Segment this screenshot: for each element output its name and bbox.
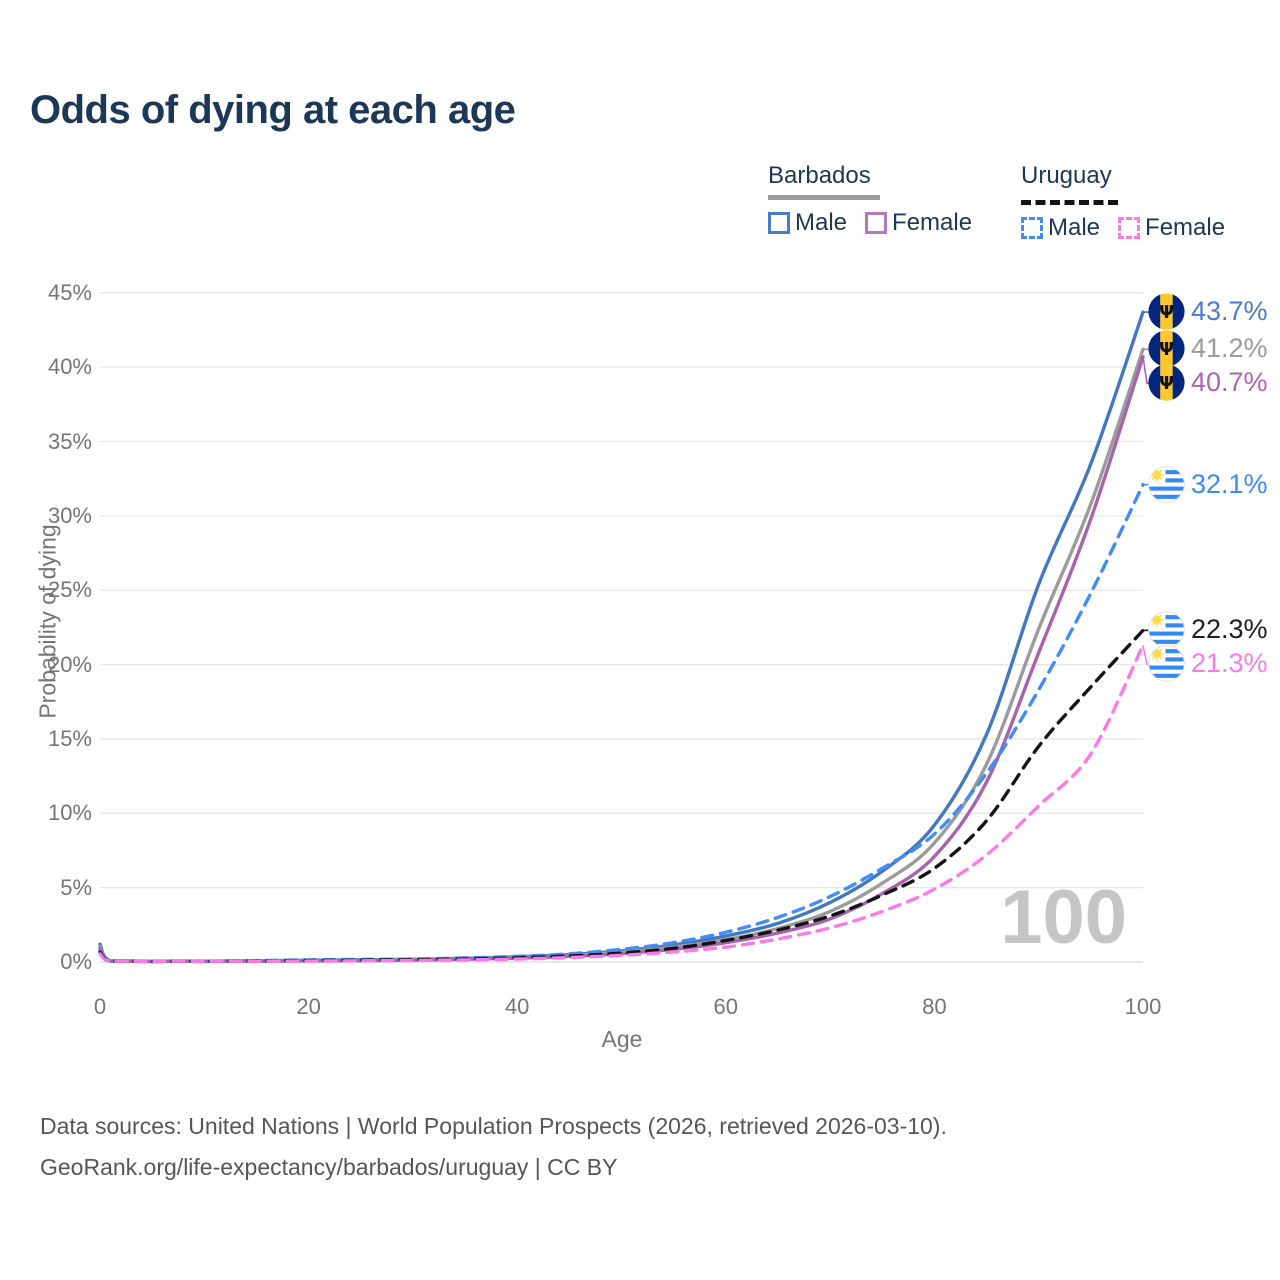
y-tick-label: 5%: [60, 874, 92, 900]
barbados-male-swatch-icon[interactable]: [768, 212, 790, 234]
end-label-value: 41.2%: [1191, 333, 1268, 364]
x-tick-label: 0: [93, 994, 107, 1019]
footer-data-sources: Data sources: United Nations | World Pop…: [40, 1113, 947, 1139]
series-line-uruguay-both-sexes[interactable]: [98, 628, 1145, 964]
end-label-barbados-both-sexes[interactable]: Ψ 41.2%: [1148, 330, 1268, 367]
legend-group-uruguay: Uruguay Male Female: [1021, 162, 1243, 242]
footer: Data sources: United Nations | World Pop…: [40, 1106, 947, 1188]
y-tick-label: 0%: [60, 949, 92, 974]
barbados-flag-icon: Ψ: [1148, 330, 1185, 367]
y-tick-label: 15%: [47, 725, 92, 751]
end-label-value: 43.7%: [1191, 296, 1268, 327]
y-tick-label: 30%: [47, 502, 92, 528]
end-label-barbados-male[interactable]: Ψ 43.7%: [1148, 293, 1268, 330]
series-line-barbados-both-sexes[interactable]: [98, 347, 1145, 964]
x-tick-label: 60: [713, 994, 739, 1019]
x-tick-label: 40: [504, 994, 530, 1019]
page-title: Odds of dying at each age: [30, 88, 516, 132]
series-line-barbados-female[interactable]: [98, 355, 1145, 964]
uruguay-flag-icon: [1148, 611, 1185, 649]
end-label-uruguay-male[interactable]: 32.1%: [1148, 465, 1268, 503]
series-line-uruguay-male[interactable]: [98, 482, 1145, 964]
age-watermark: 100: [1000, 875, 1127, 960]
legend-country-uruguay: Uruguay: [1021, 162, 1112, 189]
barbados-flag-icon: Ψ: [1148, 293, 1185, 330]
x-tick-label: 100: [1124, 994, 1162, 1019]
uruguay-female-swatch-icon[interactable]: [1118, 217, 1141, 239]
end-label-value: 32.1%: [1191, 468, 1268, 499]
barbados-flag-icon: Ψ: [1148, 364, 1185, 401]
end-label-value: 40.7%: [1191, 367, 1268, 398]
x-tick-label: 80: [922, 994, 947, 1019]
y-tick-label: 35%: [47, 428, 92, 454]
y-tick-label: 20%: [47, 651, 92, 677]
end-label-value: 21.3%: [1191, 648, 1268, 679]
svg-text:Ψ: Ψ: [1159, 340, 1174, 360]
svg-text:Ψ: Ψ: [1159, 374, 1174, 394]
uruguay-flag-icon: [1148, 465, 1185, 503]
end-label-value: 22.3%: [1191, 614, 1268, 645]
end-label-uruguay-female[interactable]: 21.3%: [1148, 645, 1268, 683]
series-line-barbados-male[interactable]: [98, 310, 1145, 964]
y-tick-label: 45%: [47, 279, 92, 305]
legend-country-barbados: Barbados: [768, 162, 871, 189]
end-label-barbados-female[interactable]: Ψ 40.7%: [1148, 364, 1268, 401]
uruguay-flag-icon: [1148, 645, 1185, 683]
barbados-female-swatch-icon[interactable]: [865, 212, 888, 234]
barbados-line-style-swatch: [768, 195, 880, 200]
y-tick-label: 40%: [47, 354, 92, 380]
footer-attribution[interactable]: GeoRank.org/life-expectancy/barbados/uru…: [40, 1154, 618, 1180]
legend: Barbados Male Female Uruguay Male Female: [0, 162, 1280, 242]
x-tick-label: 20: [296, 994, 321, 1019]
end-label-uruguay-both-sexes[interactable]: 22.3%: [1148, 611, 1268, 649]
legend-item-uruguay-female[interactable]: Female: [1145, 214, 1226, 241]
legend-item-uruguay-male[interactable]: Male: [1048, 214, 1101, 241]
x-axis-title: Age: [601, 1026, 643, 1052]
legend-group-barbados: Barbados Male Female: [768, 162, 990, 237]
legend-item-barbados-female[interactable]: Female: [892, 209, 973, 236]
legend-item-barbados-male[interactable]: Male: [795, 209, 848, 236]
y-axis-title: Probability of dying: [34, 524, 61, 719]
uruguay-male-swatch-icon[interactable]: [1021, 217, 1043, 239]
y-tick-label: 10%: [47, 800, 92, 826]
series-line-uruguay-female[interactable]: [98, 643, 1145, 964]
uruguay-line-style-swatch: [1021, 195, 1118, 205]
svg-text:Ψ: Ψ: [1159, 303, 1174, 323]
y-tick-label: 25%: [47, 577, 92, 603]
